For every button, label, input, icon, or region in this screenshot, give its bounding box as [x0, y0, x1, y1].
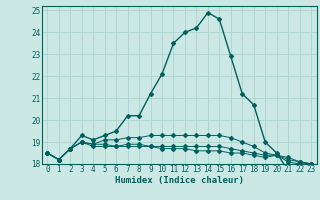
- X-axis label: Humidex (Indice chaleur): Humidex (Indice chaleur): [115, 176, 244, 185]
